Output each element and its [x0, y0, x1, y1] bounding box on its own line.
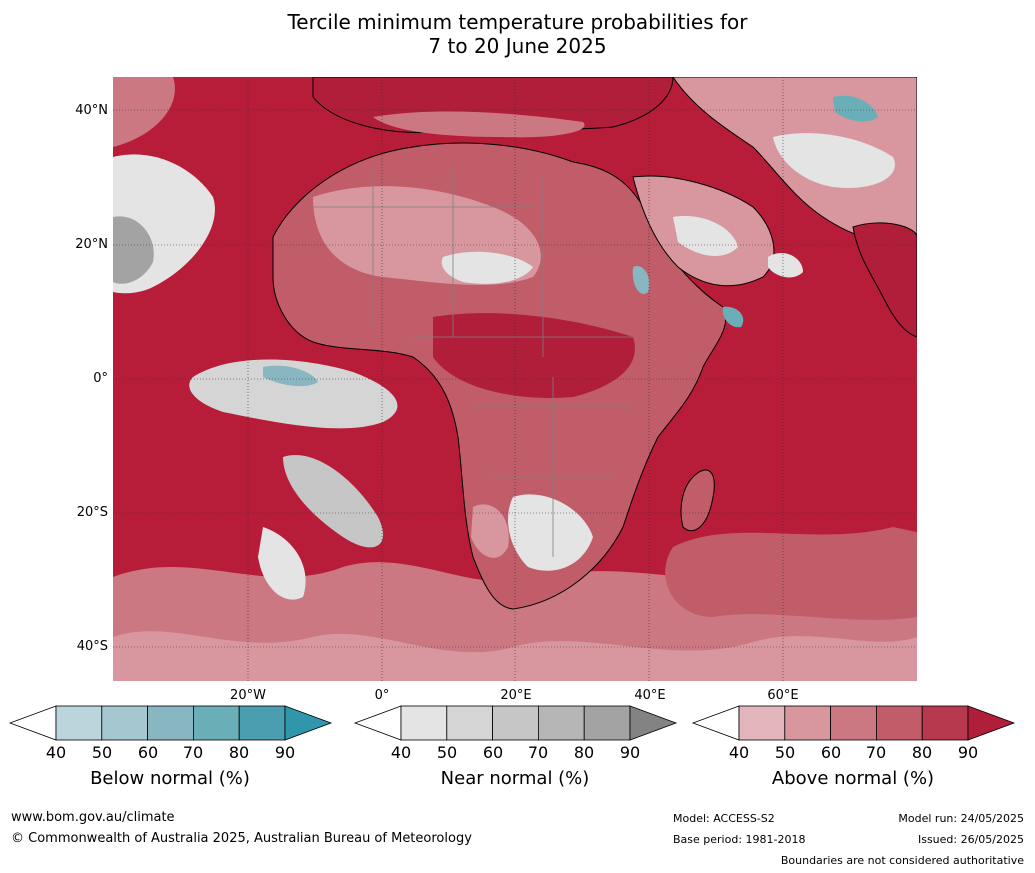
near-cbar-segment — [537, 705, 585, 741]
below-cbar-segment — [238, 705, 286, 741]
cbar-below-tick-50: 50 — [91, 743, 113, 762]
below-cbar-segment — [101, 705, 149, 741]
colorbar-below-normal — [8, 705, 333, 741]
lon-label-40e: 40°E — [634, 688, 666, 703]
southern-africa-near-normal — [508, 494, 593, 571]
above-cbar-segment — [830, 705, 877, 741]
cbar-near-tick-80: 80 — [573, 743, 595, 762]
central-africa-above-strong — [433, 313, 635, 398]
cbar-above-tick-80: 80 — [911, 743, 933, 762]
below-cbar-segment — [147, 705, 194, 741]
lon-label-20e: 20°E — [500, 688, 532, 703]
east-africa-below-normal — [632, 266, 650, 295]
near-normal-south-atlantic-light — [258, 527, 306, 600]
map-canvas — [113, 77, 917, 681]
base-period: Base period: 1981-2018 — [673, 833, 806, 846]
near-cbar-low-extend — [353, 705, 402, 741]
cbar-below-tick-60: 60 — [137, 743, 159, 762]
near-normal-south-atlantic — [283, 455, 384, 548]
cbar-near-tick-40: 40 — [390, 743, 412, 762]
lat-label-20n: 20°N — [75, 237, 108, 252]
madagascar-land — [680, 469, 715, 532]
arabian-sea-near-normal — [768, 252, 803, 278]
lat-label-20s: 20°S — [76, 505, 108, 520]
above-light-atlantic-north — [113, 77, 175, 147]
below-normal-equatorial-atlantic — [263, 365, 318, 387]
cbar-below-tick-80: 80 — [228, 743, 250, 762]
above-cbar-low-extend — [691, 705, 740, 741]
cbar-above-tick-50: 50 — [774, 743, 796, 762]
cbar-above-tick-90: 90 — [957, 743, 979, 762]
below-cbar-segment — [192, 705, 240, 741]
lon-label-20w: 20°W — [230, 688, 266, 703]
colorbar-below-svg — [8, 705, 333, 741]
above-cbar-segment — [875, 705, 923, 741]
cbar-near-tick-90: 90 — [619, 743, 641, 762]
cbar-below-tick-70: 70 — [182, 743, 204, 762]
map-title: Tercile minimum temperature probabilitie… — [0, 10, 1035, 58]
colorbar-above-svg — [691, 705, 1016, 741]
cbar-below-tick-90: 90 — [274, 743, 296, 762]
southern-africa-above-light — [471, 504, 509, 558]
country-borders — [313, 167, 633, 557]
near-cbar-high-extend — [629, 705, 678, 741]
cbar-near-tick-70: 70 — [527, 743, 549, 762]
near-cbar-segment — [400, 705, 448, 741]
graticule — [113, 77, 917, 681]
asia-near-normal — [773, 133, 895, 188]
sahel-near-normal — [441, 251, 533, 284]
cbar-above-title: Above normal (%) — [771, 768, 935, 789]
lat-label-40n: 40°N — [75, 103, 108, 118]
cbar-below-title: Below normal (%) — [90, 768, 250, 789]
above-light-east-ocean — [665, 527, 917, 620]
colorbar-near-normal — [353, 705, 678, 741]
above-cbar-high-extend — [967, 705, 1016, 741]
colorbar-near-svg — [353, 705, 678, 741]
copyright-text: © Commonwealth of Australia 2025, Austra… — [11, 831, 472, 846]
cbar-above-tick-40: 40 — [728, 743, 750, 762]
mediterranean-above-light — [373, 111, 585, 138]
boundaries-disclaimer: Boundaries are not considered authoritat… — [780, 854, 1024, 867]
cbar-above-tick-60: 60 — [820, 743, 842, 762]
below-cbar-low-extend — [8, 705, 57, 741]
cbar-near-tick-50: 50 — [436, 743, 458, 762]
lat-label-40s: 40°S — [76, 639, 108, 654]
model-run-date: Model run: 24/05/2025 — [898, 812, 1024, 825]
near-cbar-segment — [446, 705, 494, 741]
horn-below-normal — [722, 306, 744, 328]
lon-label-0: 0° — [374, 688, 390, 703]
probability-map[interactable] — [113, 77, 917, 681]
title-line-1: Tercile minimum temperature probabilitie… — [287, 10, 748, 34]
website-link[interactable]: www.bom.gov.au/climate — [11, 810, 175, 825]
lat-label-0: 0° — [93, 371, 108, 386]
near-normal-equatorial-atlantic — [189, 359, 398, 429]
near-cbar-segment — [583, 705, 631, 741]
lon-label-60e: 60°E — [767, 688, 799, 703]
below-cbar-high-extend — [284, 705, 333, 741]
near-normal-atlantic-north-dark — [113, 216, 154, 284]
cbar-near-tick-60: 60 — [482, 743, 504, 762]
above-cbar-segment — [738, 705, 786, 741]
above-cbar-segment — [784, 705, 832, 741]
arabia-near-normal — [673, 216, 738, 257]
near-cbar-segment — [492, 705, 539, 741]
colorbar-above-normal — [691, 705, 1016, 741]
model-name: Model: ACCESS-S2 — [673, 812, 775, 825]
india-land — [852, 222, 917, 338]
below-cbar-segment — [55, 705, 103, 741]
cbar-below-tick-40: 40 — [45, 743, 67, 762]
issued-date: Issued: 26/05/2025 — [917, 833, 1024, 846]
title-line-2: 7 to 20 June 2025 — [428, 34, 607, 58]
cbar-above-tick-70: 70 — [865, 743, 887, 762]
cbar-near-title: Near normal (%) — [440, 768, 590, 789]
above-cbar-segment — [921, 705, 969, 741]
asia-below-normal — [833, 95, 878, 122]
